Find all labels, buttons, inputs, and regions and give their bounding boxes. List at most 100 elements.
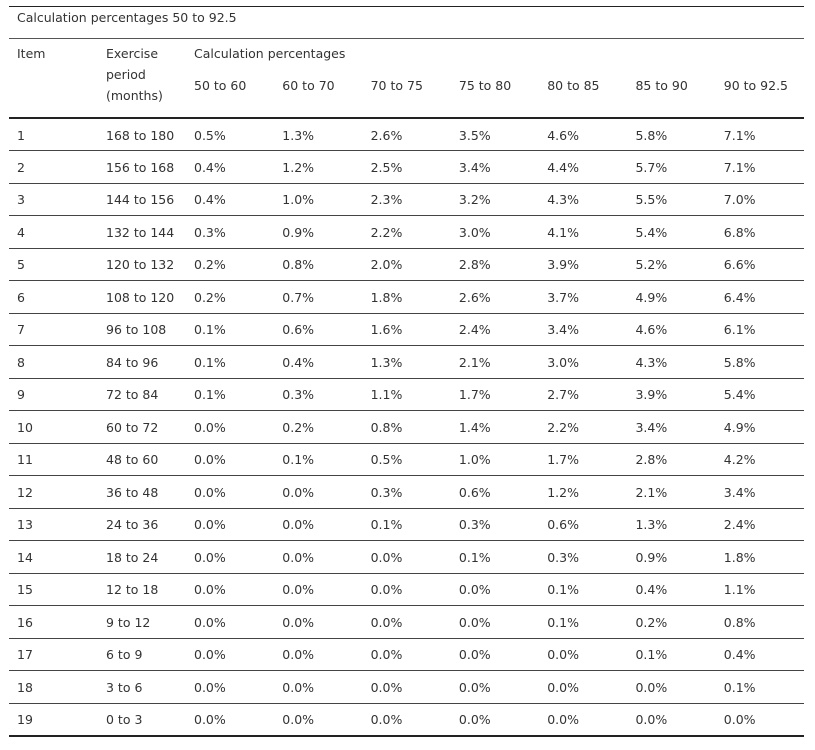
- value-cell: 0.0%: [282, 517, 315, 533]
- value-cell: 0.1%: [370, 517, 403, 533]
- value-cell: 1.4%: [458, 419, 491, 435]
- value-cell: 3.4%: [547, 322, 579, 338]
- value-cell: 0.2%: [194, 257, 226, 273]
- period-cell: 120 to 132: [106, 257, 175, 273]
- value-cell: 0.8%: [370, 419, 403, 435]
- value-cell: 0.0%: [282, 484, 315, 500]
- value-cell: 0.5%: [194, 127, 226, 143]
- value-cell: 0.0%: [723, 712, 756, 727]
- value-cell: 0.0%: [194, 517, 226, 533]
- table-row: 19 0 to 3 0.0% 0.0% 0.0% 0.0% 0.0% 0.0% 0.0%: [9, 703, 805, 736]
- table-row: 18 3 to 6 0.0% 0.0% 0.0% 0.0% 0.0% 0.0% 0.1%: [9, 671, 805, 703]
- value-cell: 2.8%: [635, 452, 668, 468]
- value-cell: 0.1%: [194, 354, 226, 370]
- item-cell: 14: [17, 549, 33, 565]
- table-row: 13 24 to 36 0.0% 0.0% 0.1% 0.3% 0.6% 1.3% 2.4%: [9, 508, 805, 541]
- table-row: 12 36 to 48 0.0% 0.0% 0.3% 0.6% 1.2% 2.1% 3.4%: [9, 476, 805, 508]
- value-cell: 5.8%: [723, 354, 756, 370]
- item-cell: 7: [17, 322, 25, 338]
- value-cell: 3.4%: [635, 419, 668, 435]
- value-cell: 0.5%: [370, 452, 403, 468]
- item-cell: 11: [17, 452, 33, 468]
- value-cell: 3.2%: [458, 192, 491, 208]
- item-cell: 8: [17, 354, 25, 370]
- value-cell: 0.6%: [282, 322, 315, 338]
- period-cell: 144 to 156: [106, 192, 175, 208]
- item-cell: 5: [17, 257, 25, 273]
- value-cell: 1.6%: [370, 322, 403, 338]
- value-cell: 0.0%: [370, 549, 403, 565]
- value-cell: 0.1%: [194, 322, 226, 338]
- value-cell: 5.2%: [635, 257, 668, 273]
- header-range: 75 to 80: [458, 78, 512, 93]
- value-cell: 0.3%: [547, 549, 579, 565]
- header-row-2: period (months) 50 to 60 60 to 70 70 to …: [9, 64, 805, 118]
- period-cell: 84 to 96: [106, 354, 159, 370]
- table-row: 15 12 to 18 0.0% 0.0% 0.0% 0.0% 0.1% 0.4% 1.1%: [9, 573, 805, 606]
- value-cell: 0.0%: [370, 712, 403, 727]
- value-cell: 2.4%: [723, 517, 756, 533]
- item-cell: 3: [17, 192, 25, 208]
- period-cell: 12 to 18: [106, 582, 159, 598]
- table-row: 16 9 to 12 0.0% 0.0% 0.0% 0.0% 0.1% 0.2% 0.8%: [9, 606, 805, 638]
- header-period-cont: period (months): [98, 64, 186, 118]
- table-row: 1 168 to 180 0.5% 1.3% 2.6% 3.5% 4.6% 5.8% 7.1%: [9, 118, 805, 151]
- period-cell: 3 to 6: [106, 679, 143, 695]
- value-cell: 1.0%: [458, 452, 491, 468]
- table-caption: Calculation percentages 50 to 92.5: [9, 6, 804, 39]
- table-row: 10 60 to 72 0.0% 0.2% 0.8% 1.4% 2.2% 3.4% 4.9%: [9, 411, 805, 443]
- value-cell: 0.0%: [547, 712, 579, 727]
- period-cell: 132 to 144: [106, 224, 175, 240]
- table-row: 8 84 to 96 0.1% 0.4% 1.3% 2.1% 3.0% 4.3% 5.8%: [9, 346, 805, 378]
- header-period-line1: Exercise: [106, 46, 159, 61]
- value-cell: 0.9%: [282, 224, 315, 240]
- item-cell: 10: [17, 419, 33, 435]
- value-cell: 0.7%: [282, 289, 315, 305]
- value-cell: 2.2%: [547, 419, 579, 435]
- value-cell: 0.8%: [723, 614, 756, 630]
- header-range: 85 to 90: [635, 78, 688, 93]
- value-cell: 0.0%: [194, 614, 226, 630]
- item-cell: 9: [17, 387, 25, 403]
- value-cell: 2.6%: [370, 127, 403, 143]
- item-cell: 2: [17, 159, 25, 175]
- value-cell: 6.8%: [723, 224, 756, 240]
- value-cell: 2.0%: [370, 257, 403, 273]
- value-cell: 0.0%: [194, 582, 226, 598]
- value-cell: 0.0%: [370, 582, 403, 598]
- value-cell: 2.5%: [370, 159, 403, 175]
- value-cell: 0.0%: [282, 549, 315, 565]
- header-group: Calculation percentages: [194, 46, 346, 61]
- header-period-line3: (months): [106, 88, 163, 103]
- header-period-line2: period: [106, 67, 146, 82]
- header-range: 70 to 75: [370, 78, 423, 93]
- item-cell: 12: [17, 484, 33, 500]
- item-cell: 15: [17, 582, 33, 598]
- item-cell: 19: [17, 712, 33, 727]
- item-cell: 18: [17, 679, 33, 695]
- value-cell: 1.3%: [635, 517, 668, 533]
- value-cell: 0.1%: [547, 614, 579, 630]
- period-cell: 168 to 180: [106, 127, 175, 143]
- value-cell: 0.1%: [458, 549, 491, 565]
- value-cell: 2.1%: [458, 354, 491, 370]
- value-cell: 4.9%: [635, 289, 668, 305]
- value-cell: 1.0%: [282, 192, 315, 208]
- period-cell: 36 to 48: [106, 484, 159, 500]
- value-cell: 3.9%: [635, 387, 668, 403]
- value-cell: 4.3%: [635, 354, 668, 370]
- value-cell: 3.7%: [547, 289, 579, 305]
- value-cell: 0.0%: [458, 712, 491, 727]
- table-row: 14 18 to 24 0.0% 0.0% 0.0% 0.1% 0.3% 0.9% 1.8%: [9, 541, 805, 573]
- table-row: 4 132 to 144 0.3% 0.9% 2.2% 3.0% 4.1% 5.4% 6.8%: [9, 216, 805, 248]
- value-cell: 0.3%: [282, 387, 315, 403]
- value-cell: 2.3%: [370, 192, 403, 208]
- value-cell: 0.4%: [635, 582, 668, 598]
- period-cell: 48 to 60: [106, 452, 159, 468]
- value-cell: 0.0%: [547, 679, 579, 695]
- value-cell: 2.1%: [635, 484, 668, 500]
- value-cell: 0.0%: [194, 419, 226, 435]
- table-row: 6 108 to 120 0.2% 0.7% 1.8% 2.6% 3.7% 4.9% 6.4%: [9, 281, 805, 313]
- item-cell: 4: [17, 224, 25, 240]
